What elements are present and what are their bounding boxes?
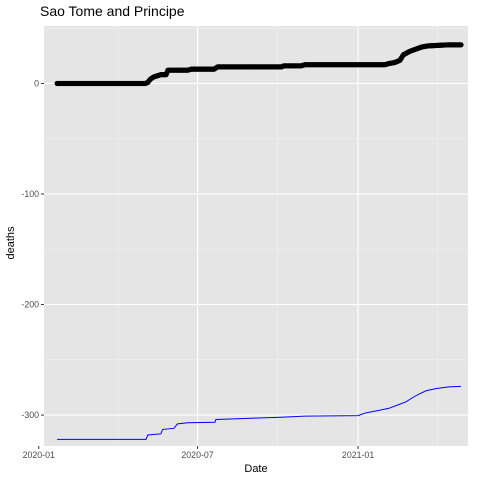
y-tick-label: -200 bbox=[21, 300, 39, 310]
x-axis-title: Date bbox=[244, 463, 267, 475]
y-tick-label: 0 bbox=[34, 78, 39, 88]
x-axis: 2020-01 2020-07 2021-01 bbox=[23, 446, 374, 460]
data-point bbox=[458, 42, 464, 48]
series-0 bbox=[54, 42, 464, 87]
y-axis: 0 -100 -200 -300 bbox=[21, 78, 44, 420]
series-line bbox=[57, 385, 462, 440]
series-layer bbox=[54, 42, 464, 440]
series-1 bbox=[57, 385, 462, 440]
y-tick-label: -100 bbox=[21, 189, 39, 199]
y-axis-title: deaths bbox=[5, 226, 17, 260]
plot-panel bbox=[44, 26, 468, 446]
x-tick-label: 2020-07 bbox=[181, 450, 213, 460]
chart-title: Sao Tome and Principe bbox=[40, 3, 185, 19]
y-tick-label: -300 bbox=[21, 410, 39, 420]
x-tick-label: 2021-01 bbox=[342, 450, 374, 460]
grid-minor bbox=[44, 26, 468, 446]
x-tick-label: 2020-01 bbox=[23, 450, 55, 460]
